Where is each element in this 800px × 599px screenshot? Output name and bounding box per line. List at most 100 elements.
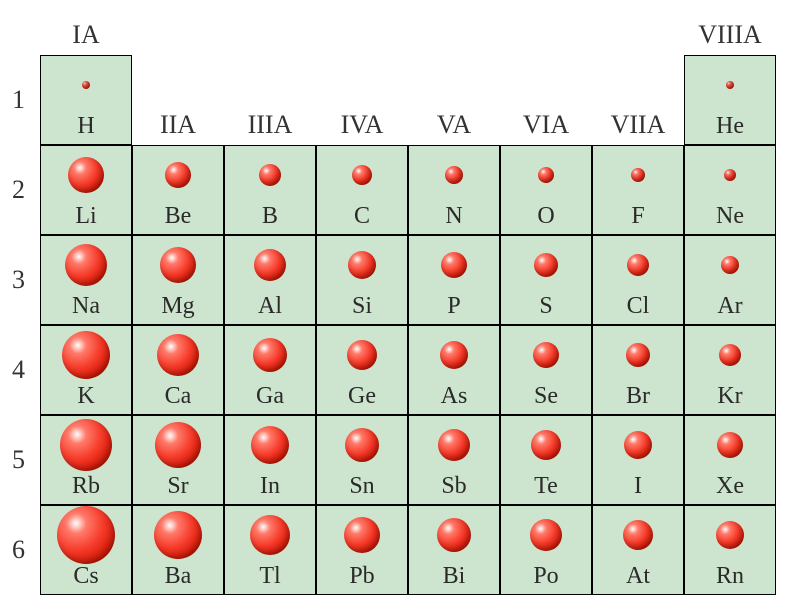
element-cell-ar: Ar <box>684 235 776 325</box>
atom-wrap <box>41 56 131 114</box>
atom-sphere-icon <box>631 168 645 182</box>
row-header-6: 6 <box>12 535 25 565</box>
element-symbol: H <box>77 114 94 138</box>
atom-wrap <box>41 326 131 384</box>
atom-wrap <box>225 146 315 204</box>
element-cell-br: Br <box>592 325 684 415</box>
element-symbol: N <box>445 204 462 228</box>
col-header-viia: VIIA <box>611 110 666 140</box>
atom-wrap <box>41 506 131 564</box>
element-cell-o: O <box>500 145 592 235</box>
atom-sphere-icon <box>531 430 561 460</box>
element-symbol: Ge <box>348 384 376 408</box>
element-cell-sr: Sr <box>132 415 224 505</box>
periodic-table-container: IAIIAIIIAIVAVAVIAVIIAVIIIA123456HHeLiBeB… <box>0 0 800 599</box>
atom-wrap <box>225 236 315 294</box>
element-symbol: Na <box>72 294 100 318</box>
atom-wrap <box>133 506 223 564</box>
element-symbol: Ga <box>256 384 284 408</box>
atom-wrap <box>685 506 775 564</box>
atom-sphere-icon <box>251 426 289 464</box>
atom-sphere-icon <box>624 431 652 459</box>
element-symbol: Rn <box>716 564 744 588</box>
element-cell-n: N <box>408 145 500 235</box>
atom-wrap <box>685 56 775 114</box>
atom-sphere-icon <box>345 428 379 462</box>
element-cell-be: Be <box>132 145 224 235</box>
atom-sphere-icon <box>437 518 471 552</box>
element-symbol: Xe <box>716 474 744 498</box>
element-cell-as: As <box>408 325 500 415</box>
col-header-iia: IIA <box>160 110 196 140</box>
element-symbol: Te <box>534 474 558 498</box>
atom-sphere-icon <box>726 81 734 89</box>
element-symbol: F <box>631 204 644 228</box>
element-cell-tl: Tl <box>224 505 316 595</box>
atom-wrap <box>593 326 683 384</box>
atom-wrap <box>409 326 499 384</box>
atom-sphere-icon <box>445 166 463 184</box>
atom-wrap <box>409 506 499 564</box>
atom-sphere-icon <box>347 340 377 370</box>
atom-sphere-icon <box>530 519 562 551</box>
element-cell-ne: Ne <box>684 145 776 235</box>
element-cell-al: Al <box>224 235 316 325</box>
element-symbol: S <box>539 294 552 318</box>
element-symbol: Cl <box>627 294 650 318</box>
atom-wrap <box>409 236 499 294</box>
element-cell-b: B <box>224 145 316 235</box>
element-symbol: At <box>626 564 650 588</box>
atom-sphere-icon <box>160 247 196 283</box>
element-symbol: Tl <box>259 564 280 588</box>
atom-wrap <box>317 506 407 564</box>
element-symbol: B <box>262 204 278 228</box>
atom-wrap <box>225 416 315 474</box>
row-header-3: 3 <box>12 265 25 295</box>
element-symbol: P <box>447 294 460 318</box>
atom-wrap <box>593 416 683 474</box>
atom-wrap <box>685 326 775 384</box>
atom-wrap <box>317 146 407 204</box>
atom-sphere-icon <box>157 334 199 376</box>
atom-sphere-icon <box>623 520 653 550</box>
atom-wrap <box>593 506 683 564</box>
atom-sphere-icon <box>82 81 90 89</box>
col-header-va: VA <box>437 110 471 140</box>
element-cell-se: Se <box>500 325 592 415</box>
element-symbol: As <box>441 384 468 408</box>
atom-wrap <box>501 326 591 384</box>
element-cell-at: At <box>592 505 684 595</box>
element-cell-ca: Ca <box>132 325 224 415</box>
atom-sphere-icon <box>717 432 743 458</box>
element-symbol: Po <box>533 564 558 588</box>
element-cell-te: Te <box>500 415 592 505</box>
atom-wrap <box>501 506 591 564</box>
atom-sphere-icon <box>441 252 467 278</box>
element-cell-xe: Xe <box>684 415 776 505</box>
element-symbol: Sn <box>349 474 374 498</box>
atom-sphere-icon <box>352 165 372 185</box>
element-symbol: He <box>716 114 744 138</box>
atom-wrap <box>593 146 683 204</box>
atom-sphere-icon <box>534 253 558 277</box>
atom-sphere-icon <box>348 251 376 279</box>
element-symbol: C <box>354 204 370 228</box>
element-symbol: Cs <box>73 564 98 588</box>
element-symbol: Li <box>75 204 96 228</box>
element-symbol: Mg <box>161 294 194 318</box>
atom-sphere-icon <box>716 521 744 549</box>
element-symbol: Sb <box>441 474 466 498</box>
element-symbol: Be <box>165 204 192 228</box>
element-symbol: Pb <box>349 564 374 588</box>
atom-sphere-icon <box>155 422 201 468</box>
element-symbol: Al <box>258 294 282 318</box>
atom-wrap <box>685 416 775 474</box>
atom-sphere-icon <box>165 162 191 188</box>
element-cell-i: I <box>592 415 684 505</box>
element-cell-bi: Bi <box>408 505 500 595</box>
element-symbol: Rb <box>72 474 100 498</box>
col-header-ia: IA <box>72 20 99 50</box>
atom-sphere-icon <box>440 341 468 369</box>
element-cell-kr: Kr <box>684 325 776 415</box>
atom-wrap <box>685 236 775 294</box>
